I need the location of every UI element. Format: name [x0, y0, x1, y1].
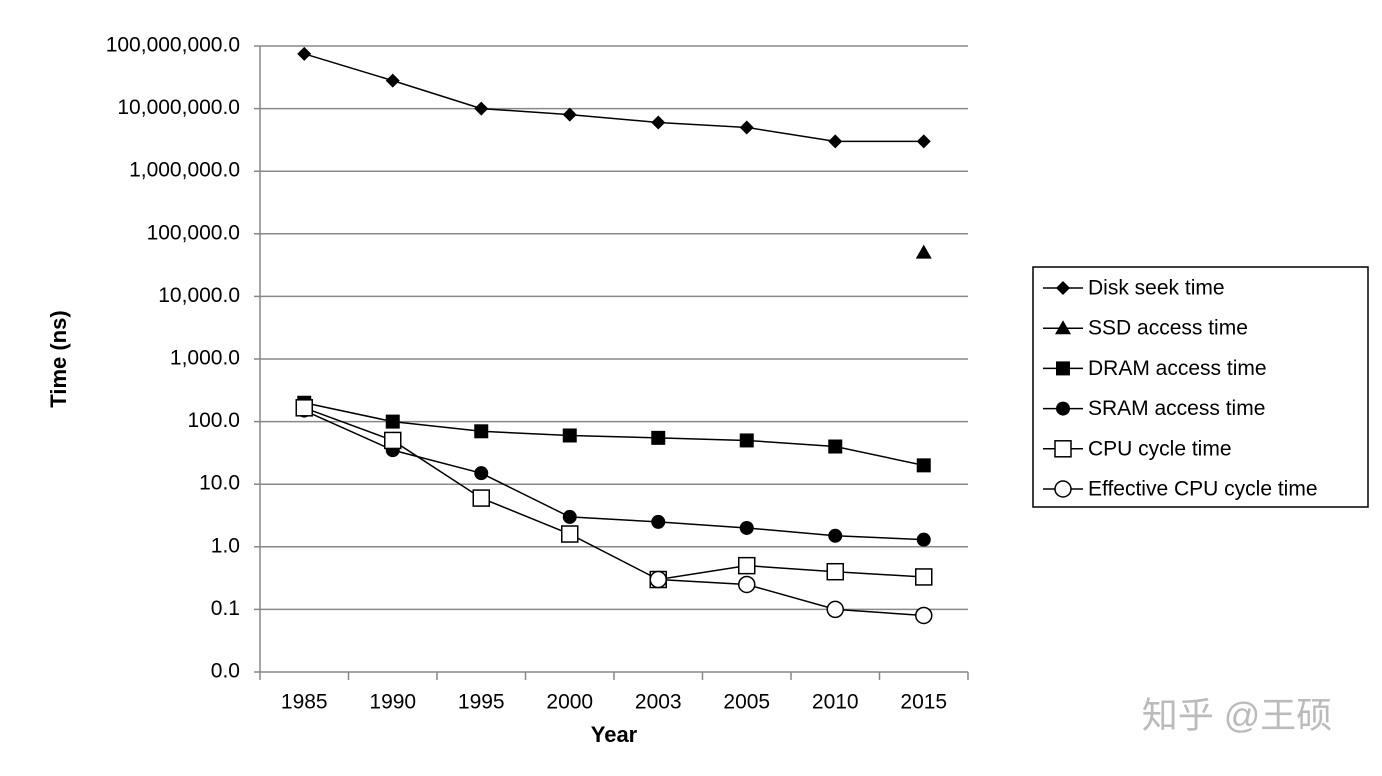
- y-tick-label: 1,000,000.0: [129, 159, 240, 182]
- x-tick-label: 2010: [812, 691, 859, 714]
- data-point: [826, 562, 844, 581]
- data-point: [915, 606, 933, 625]
- legend-marker: [1054, 480, 1072, 498]
- data-point: [474, 101, 489, 116]
- y-tick-label: 100.0: [187, 409, 240, 432]
- data-point: [562, 428, 577, 443]
- data-point: [651, 115, 666, 130]
- y-tick-label: 0.1: [211, 597, 240, 620]
- data-point: [295, 399, 313, 417]
- data-point: [915, 568, 933, 586]
- data-point: [739, 120, 754, 135]
- data-point: [651, 514, 666, 529]
- data-point: [738, 556, 756, 575]
- legend-label: SSD access time: [1088, 317, 1248, 340]
- data-point: [562, 509, 577, 524]
- data-point: [739, 433, 754, 448]
- watermark: 知乎 @王硕: [1142, 695, 1333, 736]
- legend-label: Effective CPU cycle time: [1088, 478, 1318, 501]
- legend-box: [1032, 266, 1369, 508]
- data-point: [561, 525, 579, 543]
- legend-marker: [1056, 361, 1070, 376]
- data-point: [826, 600, 844, 619]
- data-point: [916, 458, 931, 473]
- data-point: [385, 414, 400, 429]
- x-tick-label: 1995: [458, 691, 505, 714]
- legend-label: CPU cycle time: [1088, 437, 1232, 460]
- y-tick-label: 100,000,000.0: [106, 34, 240, 57]
- data-point: [739, 520, 754, 535]
- y-tick-label: 0.0: [211, 660, 240, 683]
- data-point: [828, 134, 843, 149]
- x-tick-label: 1985: [281, 691, 328, 714]
- legend-label: DRAM access time: [1088, 357, 1267, 380]
- data-point: [384, 431, 402, 450]
- data-point: [385, 73, 400, 88]
- y-tick-label: 1,000.0: [170, 347, 240, 370]
- y-tick-label: 10,000,000.0: [117, 96, 240, 119]
- legend-marker: [1055, 320, 1071, 335]
- x-tick-label: 1990: [369, 691, 416, 714]
- x-tick-label: 2003: [635, 691, 682, 714]
- data-point: [916, 532, 931, 547]
- data-point: [651, 430, 666, 445]
- y-axis-title: Time (ns): [46, 310, 71, 407]
- data-point: [828, 439, 843, 454]
- series-line: [304, 53, 924, 143]
- data-point: [297, 46, 312, 61]
- data-point: [915, 244, 932, 259]
- x-tick-label: 2000: [546, 691, 593, 714]
- legend-label: SRAM access time: [1088, 397, 1265, 420]
- data-point: [828, 528, 843, 543]
- x-tick-label: 2005: [723, 691, 770, 714]
- data-point: [474, 424, 489, 439]
- y-tick-label: 10,000.0: [158, 284, 240, 307]
- series-line: [303, 409, 924, 541]
- y-tick-label: 1.0: [211, 534, 240, 557]
- y-tick-label: 100,000.0: [147, 221, 240, 244]
- data-point: [738, 575, 756, 594]
- legend-marker: [1056, 281, 1070, 295]
- series-line: [658, 578, 924, 617]
- data-point: [562, 107, 577, 122]
- legend-marker: [1056, 401, 1070, 416]
- x-tick-label: 2015: [900, 691, 947, 714]
- y-tick-label: 10.0: [199, 472, 240, 495]
- legend-marker: [1054, 440, 1072, 458]
- data-point: [649, 570, 667, 589]
- legend-label: Disk seek time: [1088, 277, 1225, 300]
- series-line: [303, 407, 924, 581]
- x-axis-title: Year: [591, 722, 638, 747]
- data-point: [916, 134, 931, 149]
- data-point: [472, 489, 490, 507]
- series-line: [304, 402, 924, 467]
- data-point: [474, 466, 489, 481]
